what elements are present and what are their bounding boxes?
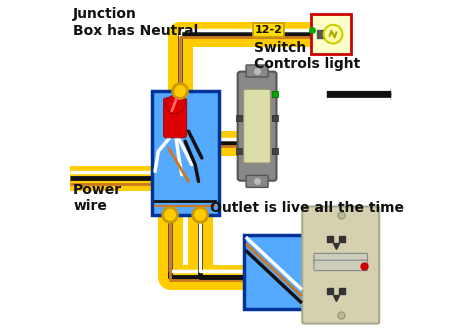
FancyBboxPatch shape [164,98,187,138]
FancyBboxPatch shape [246,175,268,187]
Circle shape [324,25,342,44]
Text: Outlet is live all the time: Outlet is live all the time [210,201,404,215]
FancyBboxPatch shape [246,65,268,77]
Circle shape [173,84,188,98]
Text: 12-2: 12-2 [255,25,283,35]
FancyBboxPatch shape [244,89,271,163]
FancyBboxPatch shape [152,91,219,215]
Text: Switch
Controls light: Switch Controls light [254,41,360,71]
FancyBboxPatch shape [237,72,276,181]
FancyBboxPatch shape [314,253,367,264]
FancyBboxPatch shape [314,260,367,270]
Circle shape [193,208,208,222]
Circle shape [166,95,184,114]
Circle shape [163,208,177,222]
Text: Junction
Box has Neutral: Junction Box has Neutral [73,7,198,38]
FancyBboxPatch shape [302,207,379,324]
Text: Power
wire: Power wire [73,183,122,213]
FancyBboxPatch shape [310,14,351,54]
FancyBboxPatch shape [244,235,304,308]
